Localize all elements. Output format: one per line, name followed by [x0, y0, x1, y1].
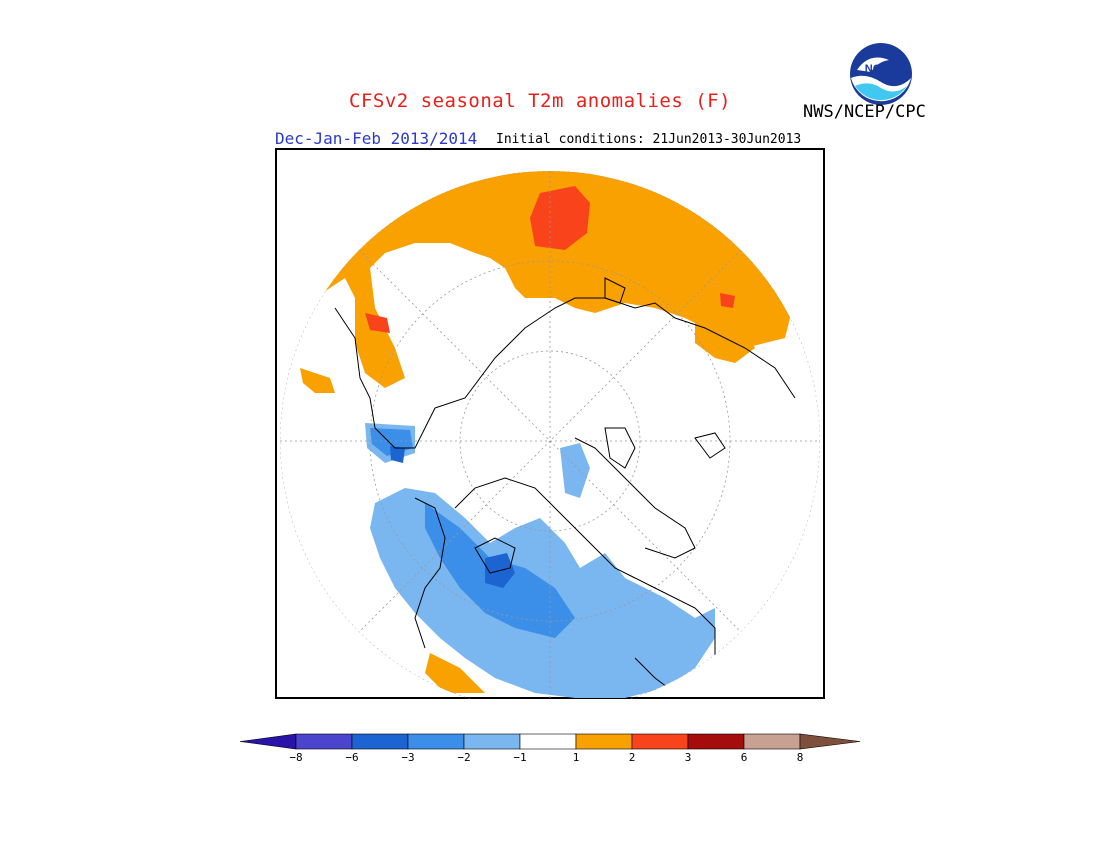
strong-warm-north-africa — [365, 313, 390, 333]
graticule — [280, 171, 820, 699]
colorbar-label: 8 — [796, 751, 804, 764]
chart-title: CFSv2 seasonal T2m anomalies (F) — [349, 90, 732, 112]
colorbar-segment-7 — [631, 733, 689, 750]
polar-map — [275, 148, 825, 699]
colorbar-label: 1 — [572, 751, 580, 764]
colorbar-label: 2 — [628, 751, 636, 764]
agency-label: NWS/NCEP/CPC — [803, 102, 926, 122]
warm-region-eurasia — [305, 171, 795, 388]
colorbar-segment-10 — [799, 733, 861, 750]
strong-cool-europe — [390, 446, 405, 463]
colorbar-label: −8 — [289, 751, 303, 764]
warm-region-west — [300, 368, 335, 393]
colorbar — [239, 733, 861, 750]
colorbar-label: −3 — [401, 751, 415, 764]
cool-region-greenland — [560, 443, 590, 498]
colorbar-segment-0 — [239, 733, 297, 750]
forecast-period: Dec-Jan-Feb 2013/2014 — [275, 129, 478, 148]
colorbar-segment-3 — [407, 733, 465, 750]
noaa-logo: NOAA — [850, 43, 912, 105]
colorbar-label: 6 — [740, 751, 748, 764]
colorbar-segment-4 — [463, 733, 521, 750]
colorbar-segments — [239, 733, 861, 750]
coastlines — [334, 277, 796, 694]
colorbar-label: −2 — [457, 751, 471, 764]
colorbar-label: −1 — [513, 751, 527, 764]
colorbar-segment-2 — [351, 733, 409, 750]
warm-region-south-asia — [695, 323, 755, 363]
warm-region-bottom-left — [425, 653, 485, 693]
colorbar-segment-5 — [519, 733, 577, 750]
colorbar-segment-6 — [575, 733, 633, 750]
strong-warm-east — [720, 293, 735, 308]
colorbar-segment-8 — [687, 733, 745, 750]
colorbar-label: −6 — [345, 751, 359, 764]
colorbar-label: 3 — [684, 751, 692, 764]
colorbar-segment-9 — [743, 733, 801, 750]
initial-conditions: Initial conditions: 21Jun2013-30Jun2013 — [496, 132, 802, 147]
noaa-logo-text: NOAA — [865, 63, 897, 75]
colorbar-segment-1 — [295, 733, 353, 750]
strong-warm-siberia — [530, 186, 590, 250]
